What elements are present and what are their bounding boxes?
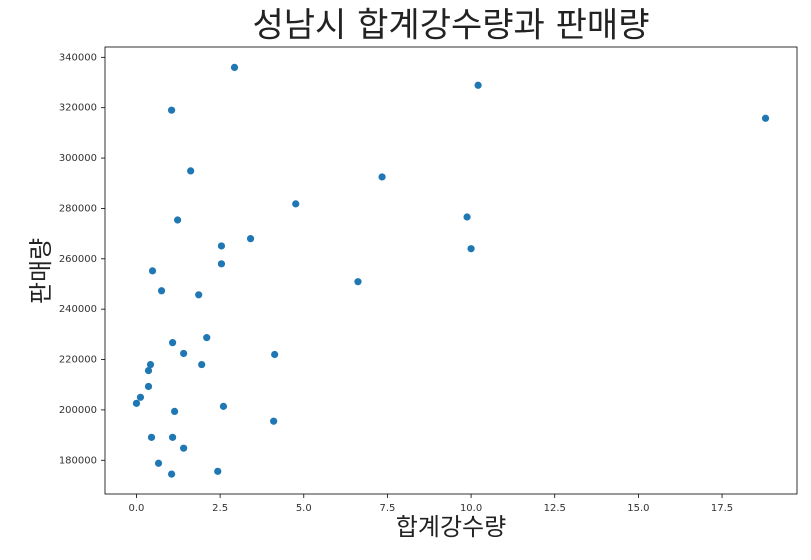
scatter-point — [217, 242, 226, 250]
scatter-point — [171, 407, 179, 415]
y-tick-label: 280000 — [59, 203, 97, 214]
scatter-point — [168, 339, 177, 347]
scatter-point — [195, 291, 203, 299]
chart-title: 성남시 합계강수량과 판매량 — [253, 6, 650, 46]
scatter-point — [157, 287, 166, 295]
scatter-point — [203, 334, 211, 342]
y-tick-label: 220000 — [59, 355, 97, 366]
scatter-point — [144, 382, 153, 391]
scatter-point — [230, 63, 239, 71]
x-tick-label: 15.0 — [627, 503, 649, 514]
y-axis-label: 판매량 — [27, 238, 55, 304]
scatter-point — [136, 393, 145, 401]
y-tick-label: 240000 — [59, 304, 97, 315]
x-tick-label: 5.0 — [296, 503, 312, 514]
scatter-point — [270, 417, 278, 425]
y-tick-label: 300000 — [59, 153, 97, 164]
scatter-point — [180, 349, 188, 358]
scatter-point — [474, 81, 482, 89]
scatter-point — [132, 399, 141, 407]
scatter-point — [167, 106, 176, 114]
scatter-point — [467, 245, 475, 253]
scatter-point — [174, 216, 182, 224]
scatter-point — [354, 278, 362, 286]
x-axis-label: 합계강수량 — [396, 513, 506, 541]
scatter-point — [144, 367, 153, 375]
scatter-point — [761, 114, 770, 122]
y-tick-label: 260000 — [59, 254, 97, 265]
scatter-point — [217, 260, 226, 268]
plot-frame — [104, 46, 798, 495]
x-tick-label: 12.5 — [544, 503, 566, 514]
scatter-point — [271, 350, 279, 359]
scatter-point — [463, 213, 471, 221]
scatter-point — [154, 459, 163, 467]
scatter-point — [378, 173, 386, 181]
x-tick-label: 7.5 — [379, 503, 395, 514]
scatter-point — [219, 402, 228, 410]
y-tick-label: 180000 — [59, 455, 97, 466]
x-tick-label: 0.0 — [129, 503, 145, 514]
scatter-point — [167, 470, 176, 478]
scatter-point — [292, 200, 300, 208]
scatter-point — [168, 433, 177, 441]
y-tick-label: 320000 — [59, 103, 97, 114]
scatter-point — [147, 433, 156, 441]
scatter-point — [187, 167, 195, 175]
scatter-point — [180, 444, 188, 452]
scatter-point — [198, 360, 206, 369]
x-tick-label: 17.5 — [711, 503, 733, 514]
y-tick-label: 340000 — [59, 52, 97, 63]
scatter-point — [246, 235, 255, 243]
y-tick-label: 200000 — [59, 405, 97, 416]
scatter-point — [148, 267, 157, 275]
scatter-point — [146, 360, 155, 369]
x-tick-label: 2.5 — [212, 503, 228, 514]
x-tick-label: 10.0 — [460, 503, 482, 514]
scatter-point — [214, 467, 222, 475]
